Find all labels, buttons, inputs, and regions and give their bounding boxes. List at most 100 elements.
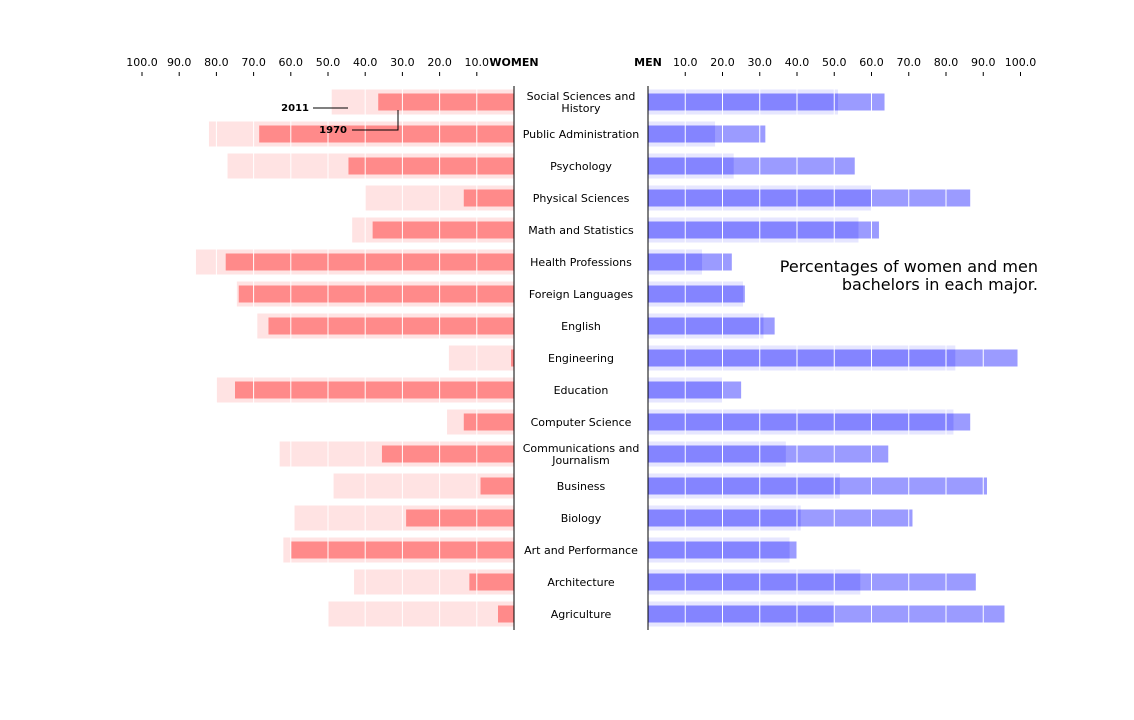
category-label-line: Agriculture <box>551 608 612 621</box>
women-2011-bar <box>406 509 514 527</box>
men-overlap-bar <box>648 285 743 303</box>
category-label: Public Administration <box>523 128 640 141</box>
category-label: Computer Science <box>531 416 632 429</box>
label-layer: Social Sciences and History Public Adminis… <box>523 90 640 621</box>
category-label: Psychology <box>550 160 612 173</box>
men-overlap-bar <box>648 573 861 591</box>
category-label-line: Journalism <box>551 454 610 467</box>
women-2011-bar <box>378 93 514 111</box>
chart-note-line-1: Percentages of women and men <box>780 257 1038 276</box>
men-tick-label: 20.0 <box>710 56 735 69</box>
women-2011-bar <box>225 253 514 271</box>
women-tick-label: 20.0 <box>427 56 452 69</box>
grid-layer <box>141 86 1021 630</box>
category-label-line: Education <box>554 384 609 397</box>
category-label: English <box>561 320 601 333</box>
men-overlap-bar <box>648 221 859 239</box>
category-label-line: Engineering <box>548 352 614 365</box>
category-label-line: Art and Performance <box>524 544 638 557</box>
women-2011-bar <box>259 125 514 143</box>
women-tick-label: 60.0 <box>279 56 304 69</box>
category-label: Health Professions <box>530 256 632 269</box>
men-tick-label: 10.0 <box>673 56 698 69</box>
category-label: Foreign Languages <box>529 288 634 301</box>
women-tick-label: 70.0 <box>241 56 266 69</box>
women-tick-label: 90.0 <box>167 56 192 69</box>
category-label: Biology <box>561 512 602 525</box>
annotation-1970-leader <box>352 110 399 131</box>
men-overlap-bar <box>648 157 734 175</box>
women-tick-label: 40.0 <box>353 56 378 69</box>
women-tick-label: 30.0 <box>390 56 415 69</box>
category-label: Communications and Journalism <box>523 442 640 467</box>
women-2011-bar <box>498 605 514 623</box>
category-label: Business <box>557 480 606 493</box>
women-1970-bar <box>328 601 514 627</box>
category-label: Math and Statistics <box>528 224 634 237</box>
men-overlap-bar <box>648 509 801 527</box>
men-overlap-bar <box>648 317 764 335</box>
men-tick-label: 30.0 <box>748 56 773 69</box>
men-overlap-bar <box>648 541 790 559</box>
bars-layer <box>195 89 1018 627</box>
category-label-line: Physical Sciences <box>533 192 630 205</box>
chart-note-line-2: bachelors in each major. <box>842 275 1038 294</box>
category-label: Education <box>554 384 609 397</box>
men-overlap-bar <box>648 605 835 623</box>
women-2011-bar <box>268 317 514 335</box>
men-overlap-bar <box>648 125 716 143</box>
category-label-line: History <box>561 102 601 115</box>
category-label-line: Foreign Languages <box>529 288 634 301</box>
women-2011-bar <box>463 189 514 207</box>
women-tick-label: 100.0 <box>126 56 158 69</box>
men-overlap-bar <box>648 349 956 367</box>
axis-layer: 10.0 10.0 20.0 20.0 30.0 30.0 40.0 40.0 50.0 50.0… <box>126 56 1036 630</box>
women-tick-label: 50.0 <box>316 56 341 69</box>
category-label-line: Computer Science <box>531 416 632 429</box>
men-tick-label: 100.0 <box>1005 56 1037 69</box>
category-label: Architecture <box>547 576 615 589</box>
women-2011-bar <box>469 573 514 591</box>
women-2011-bar <box>480 477 514 495</box>
men-overlap-bar <box>648 253 703 271</box>
women-tick-label: 10.0 <box>465 56 490 69</box>
women-2011-bar <box>511 349 514 367</box>
men-tick-label: 90.0 <box>971 56 996 69</box>
men-overlap-bar <box>648 413 954 431</box>
category-label: Engineering <box>548 352 614 365</box>
men-overlap-bar <box>648 93 838 111</box>
women-2011-bar <box>372 221 514 239</box>
men-overlap-bar <box>648 445 786 463</box>
category-label: Art and Performance <box>524 544 638 557</box>
category-label-line: Public Administration <box>523 128 640 141</box>
category-label: Physical Sciences <box>533 192 630 205</box>
annotation-2011: 2011 <box>281 103 309 114</box>
category-label-line: Business <box>557 480 606 493</box>
men-tick-label: 80.0 <box>934 56 959 69</box>
men-header: MEN <box>634 56 662 69</box>
women-header: WOMEN <box>489 56 538 69</box>
men-tick-label: 40.0 <box>785 56 810 69</box>
annotation-1970: 1970 <box>319 125 347 136</box>
annotation-layer: 2011 1970 Percentages of women and menbach… <box>281 103 1038 294</box>
women-2011-bar <box>238 285 514 303</box>
category-label-line: Psychology <box>550 160 612 173</box>
men-tick-label: 60.0 <box>859 56 884 69</box>
women-2011-bar <box>381 445 514 463</box>
category-label: Agriculture <box>551 608 612 621</box>
men-tick-label: 70.0 <box>897 56 922 69</box>
women-2011-bar <box>235 381 514 399</box>
category-label-line: Math and Statistics <box>528 224 634 237</box>
men-tick-label: 50.0 <box>822 56 847 69</box>
women-1970-bar <box>448 345 514 371</box>
category-label-line: English <box>561 320 601 333</box>
category-label-line: Health Professions <box>530 256 632 269</box>
men-overlap-bar <box>648 477 840 495</box>
women-tick-label: 80.0 <box>204 56 229 69</box>
women-2011-bar <box>463 413 514 431</box>
women-2011-bar <box>348 157 514 175</box>
category-label: Social Sciences and History <box>527 90 636 115</box>
category-label-line: Biology <box>561 512 602 525</box>
